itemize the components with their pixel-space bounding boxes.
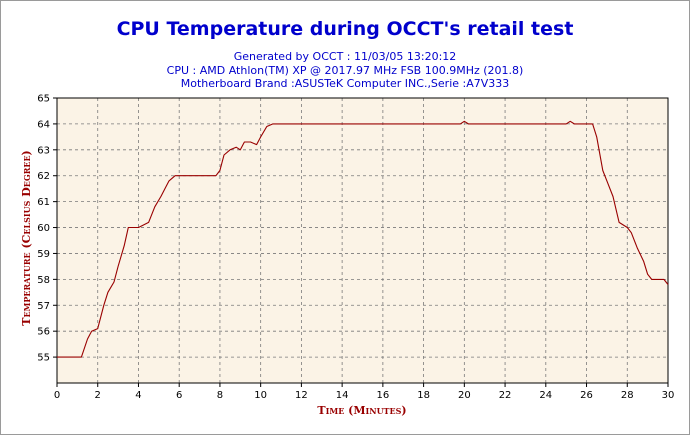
x-tick-label: 16 bbox=[376, 390, 389, 401]
subtitle-cpu: CPU : AMD Athlon(TM) XP @ 2017.97 MHz FS… bbox=[166, 64, 524, 77]
x-tick-label: 0 bbox=[54, 390, 60, 401]
y-tick-label: 60 bbox=[37, 223, 50, 234]
y-tick-label: 59 bbox=[37, 249, 50, 260]
subtitle-generated: Generated by OCCT : 11/03/05 13:20:12 bbox=[233, 50, 457, 63]
x-tick-label: 28 bbox=[621, 390, 634, 401]
x-tick-label: 2 bbox=[95, 390, 101, 401]
subtitle-motherboard: Motherboard Brand :ASUSTeK Computer INC.… bbox=[180, 77, 510, 90]
x-tick-label: 30 bbox=[662, 390, 675, 401]
x-tick-label: 20 bbox=[458, 390, 471, 401]
y-tick-label: 61 bbox=[37, 197, 50, 208]
y-axis-label: Temperature (Celsius Degree) bbox=[20, 150, 33, 325]
y-tick-label: 65 bbox=[37, 94, 50, 105]
x-axis-label: Time (Minutes) bbox=[317, 404, 406, 417]
x-tick-label: 26 bbox=[580, 390, 593, 401]
y-tick-label: 56 bbox=[37, 327, 50, 338]
chart-title: CPU Temperature during OCCT's retail tes… bbox=[116, 18, 574, 40]
x-tick-label: 10 bbox=[254, 390, 267, 401]
y-tick-label: 64 bbox=[37, 119, 50, 130]
x-tick-label: 4 bbox=[135, 390, 141, 401]
plot-border bbox=[56, 97, 669, 384]
plot-area bbox=[57, 98, 668, 383]
y-tick-label: 63 bbox=[37, 145, 50, 156]
x-tick-label: 22 bbox=[499, 390, 512, 401]
y-tick-label: 57 bbox=[37, 301, 50, 312]
y-tick-label: 62 bbox=[37, 171, 50, 182]
x-tick-label: 8 bbox=[217, 390, 223, 401]
x-tick-label: 14 bbox=[336, 390, 349, 401]
x-tick-label: 6 bbox=[176, 390, 182, 401]
x-tick-label: 12 bbox=[295, 390, 308, 401]
temperature-series-line bbox=[57, 120, 669, 358]
y-tick-label: 58 bbox=[37, 275, 50, 286]
x-tick-label: 18 bbox=[417, 390, 430, 401]
x-tick-label: 24 bbox=[539, 390, 552, 401]
y-tick-label: 55 bbox=[37, 353, 50, 364]
